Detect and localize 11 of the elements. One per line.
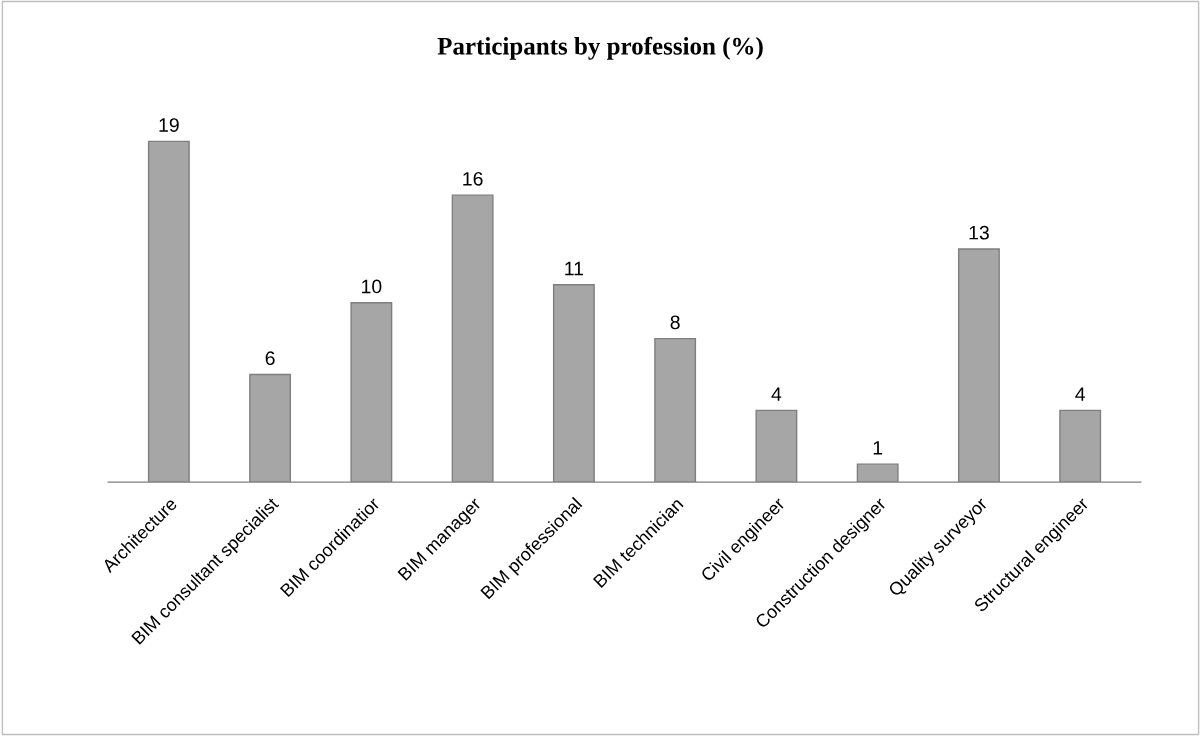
data-label: 4 <box>1075 387 1086 401</box>
data-label: 19 <box>159 118 179 132</box>
data-label: 1 <box>873 441 883 455</box>
data-label: 13 <box>969 225 989 240</box>
data-label: 8 <box>670 315 680 330</box>
data-label: 10 <box>362 279 382 294</box>
data-label: 6 <box>265 351 275 366</box>
chart-title: Participants by profession (%) <box>437 36 763 60</box>
data-label: 11 <box>565 261 584 276</box>
data-label: 16 <box>463 171 483 186</box>
data-label: 4 <box>771 387 782 401</box>
